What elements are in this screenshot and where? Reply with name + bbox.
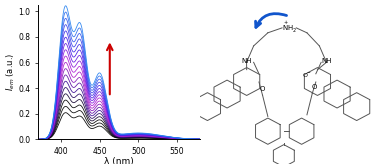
- X-axis label: λ (nm): λ (nm): [104, 157, 134, 164]
- Text: O: O: [311, 84, 317, 90]
- Text: O: O: [260, 86, 265, 92]
- Y-axis label: $I_{em}$ (a.u.): $I_{em}$ (a.u.): [4, 53, 17, 91]
- Text: NH: NH: [241, 58, 252, 64]
- Text: $\rm \overset{+}{N}H_2$: $\rm \overset{+}{N}H_2$: [282, 20, 297, 35]
- Text: NH: NH: [321, 58, 332, 64]
- Text: $\mathdefault{O}^{-}$: $\mathdefault{O}^{-}$: [302, 72, 312, 79]
